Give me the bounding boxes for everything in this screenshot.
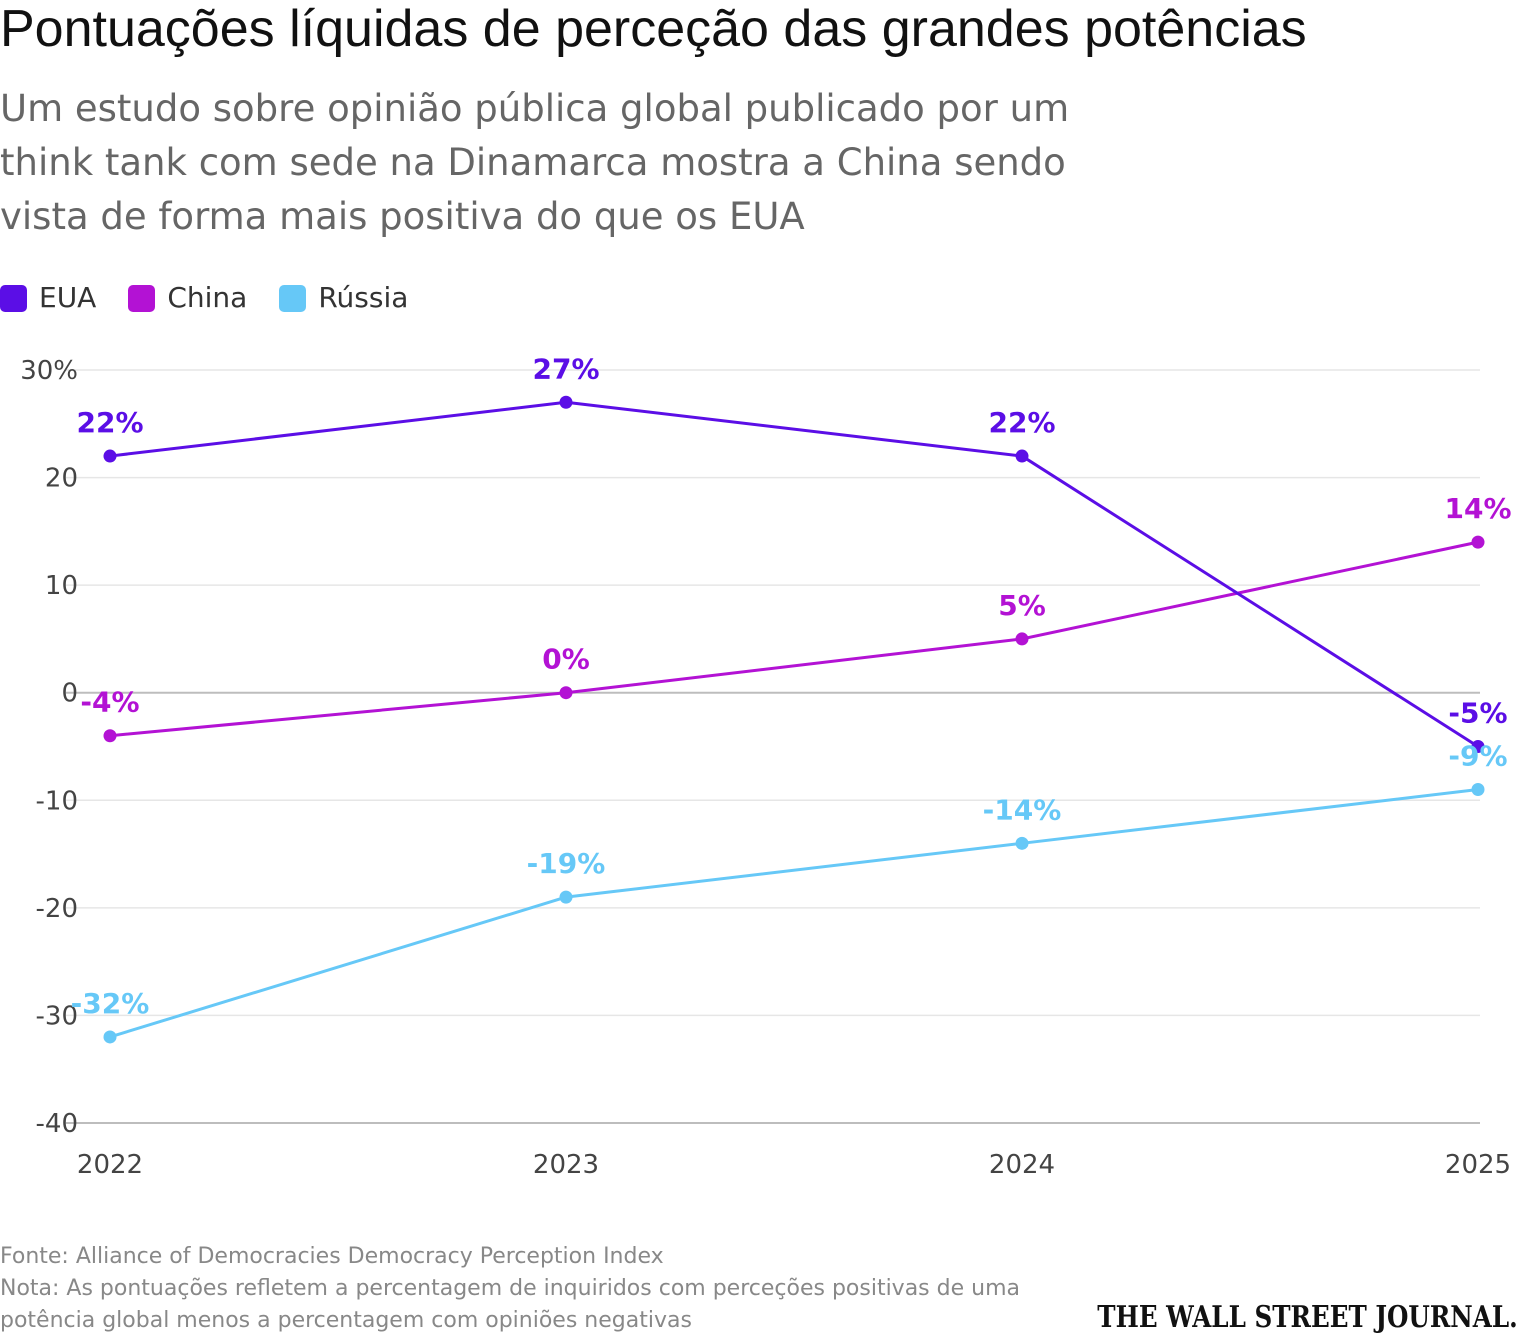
legend-item-russia: Rússia — [279, 278, 408, 318]
series-line — [109, 788, 1479, 1039]
legend-item-eua: EUA — [0, 278, 96, 318]
data-label: -9% — [1448, 740, 1507, 773]
y-tick-label: 30% — [20, 356, 78, 386]
data-point — [1015, 836, 1029, 850]
y-tick-label: -20 — [36, 894, 78, 924]
data-point — [1471, 535, 1485, 549]
y-tick-label: -30 — [36, 1001, 78, 1031]
source-note: Fonte: Alliance of Democracies Democracy… — [0, 1244, 664, 1269]
y-tick-label: -10 — [36, 786, 78, 816]
legend: EUA China Rússia — [0, 278, 440, 318]
x-tick-label: 2023 — [533, 1150, 599, 1180]
data-label: 5% — [998, 589, 1046, 622]
data-point — [1471, 783, 1485, 797]
line-chart: 30% 20 10 0 -10 -20 -30 -40 2022 2023 2024 2025 22%… — [20, 352, 1512, 1180]
data-point — [103, 449, 117, 463]
data-label: 22% — [76, 406, 143, 439]
data-point — [559, 395, 573, 409]
data-point — [1015, 449, 1029, 463]
legend-item-china: China — [128, 278, 247, 318]
data-label: -4% — [80, 686, 139, 719]
data-label: -5% — [1448, 697, 1507, 730]
data-label: -14% — [983, 793, 1062, 826]
legend-swatch-china — [128, 284, 156, 312]
data-label: 0% — [542, 643, 590, 676]
data-point — [103, 729, 117, 743]
legend-swatch-russia — [279, 284, 307, 312]
series-line — [109, 540, 1479, 738]
data-point — [103, 1030, 117, 1044]
data-label: 27% — [532, 352, 599, 385]
x-tick-label: 2022 — [77, 1150, 143, 1180]
y-tick-label: 0 — [61, 679, 78, 709]
series-lines — [103, 395, 1485, 1044]
y-tick-label: 20 — [45, 464, 78, 494]
x-tick-label: 2025 — [1445, 1150, 1511, 1180]
legend-label-eua: EUA — [39, 281, 97, 314]
data-point — [1015, 632, 1029, 646]
data-point — [1471, 740, 1485, 753]
data-point — [559, 890, 573, 904]
wsj-logo: THE WALL STREET JOURNAL. — [1097, 1300, 1518, 1335]
chart-subtitle: Um estudo sobre opinião pública global p… — [0, 87, 1070, 238]
data-label: 22% — [988, 406, 1055, 439]
legend-label-china: China — [167, 281, 248, 314]
legend-label-russia: Rússia — [318, 281, 409, 314]
legend-swatch-eua — [0, 284, 27, 312]
data-label: 14% — [1444, 492, 1511, 525]
y-tick-label: 10 — [45, 571, 78, 601]
footer: Fonte: Alliance of Democracies Democracy… — [0, 1241, 1120, 1337]
data-point — [559, 686, 573, 700]
axis-labels: 30% 20 10 0 -10 -20 -30 -40 2022 2023 2024 2025 — [20, 356, 1511, 1180]
chart-title: Pontuações líquidas de perceção das gran… — [0, 0, 1307, 58]
y-tick-label: -40 — [36, 1109, 78, 1139]
series-line — [109, 400, 1479, 748]
x-tick-label: 2024 — [989, 1150, 1055, 1180]
grid-lines — [66, 369, 1480, 1124]
data-labels: 22% 27% 22% -5% -4% 0% 5% 14% -32% -19% -14% -9% — [71, 352, 1512, 1020]
footnote: Nota: As pontuações refletem a percentag… — [0, 1276, 1020, 1333]
data-label: -19% — [527, 847, 606, 880]
data-label: -32% — [71, 987, 150, 1020]
